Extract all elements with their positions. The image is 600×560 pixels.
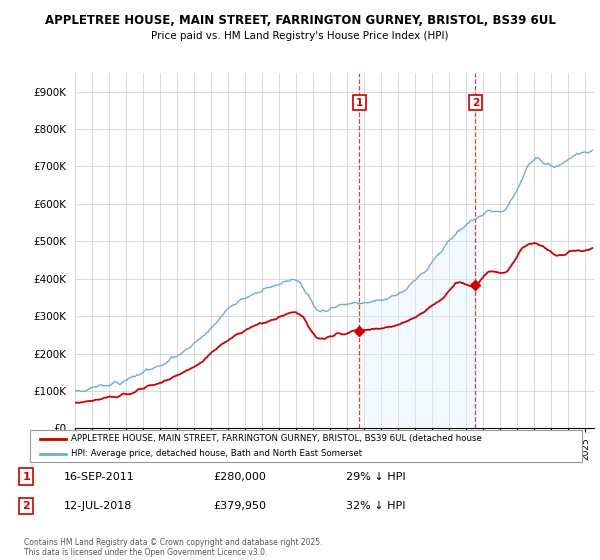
Text: £379,950: £379,950 — [214, 501, 266, 511]
Text: APPLETREE HOUSE, MAIN STREET, FARRINGTON GURNEY, BRISTOL, BS39 6UL: APPLETREE HOUSE, MAIN STREET, FARRINGTON… — [44, 14, 556, 27]
Text: 32% ↓ HPI: 32% ↓ HPI — [346, 501, 406, 511]
Text: Price paid vs. HM Land Registry's House Price Index (HPI): Price paid vs. HM Land Registry's House … — [151, 31, 449, 41]
Text: 16-SEP-2011: 16-SEP-2011 — [64, 472, 134, 482]
Text: £280,000: £280,000 — [214, 472, 266, 482]
Text: HPI: Average price, detached house, Bath and North East Somerset: HPI: Average price, detached house, Bath… — [71, 449, 362, 459]
Text: 1: 1 — [23, 472, 30, 482]
FancyBboxPatch shape — [30, 430, 582, 462]
Text: 12-JUL-2018: 12-JUL-2018 — [64, 501, 132, 511]
Text: Contains HM Land Registry data © Crown copyright and database right 2025.
This d: Contains HM Land Registry data © Crown c… — [24, 538, 323, 557]
Text: 2: 2 — [23, 501, 30, 511]
Text: 2: 2 — [472, 98, 479, 108]
Text: APPLETREE HOUSE, MAIN STREET, FARRINGTON GURNEY, BRISTOL, BS39 6UL (detached hou: APPLETREE HOUSE, MAIN STREET, FARRINGTON… — [71, 434, 482, 443]
Text: 1: 1 — [356, 98, 363, 108]
Text: 29% ↓ HPI: 29% ↓ HPI — [346, 472, 406, 482]
